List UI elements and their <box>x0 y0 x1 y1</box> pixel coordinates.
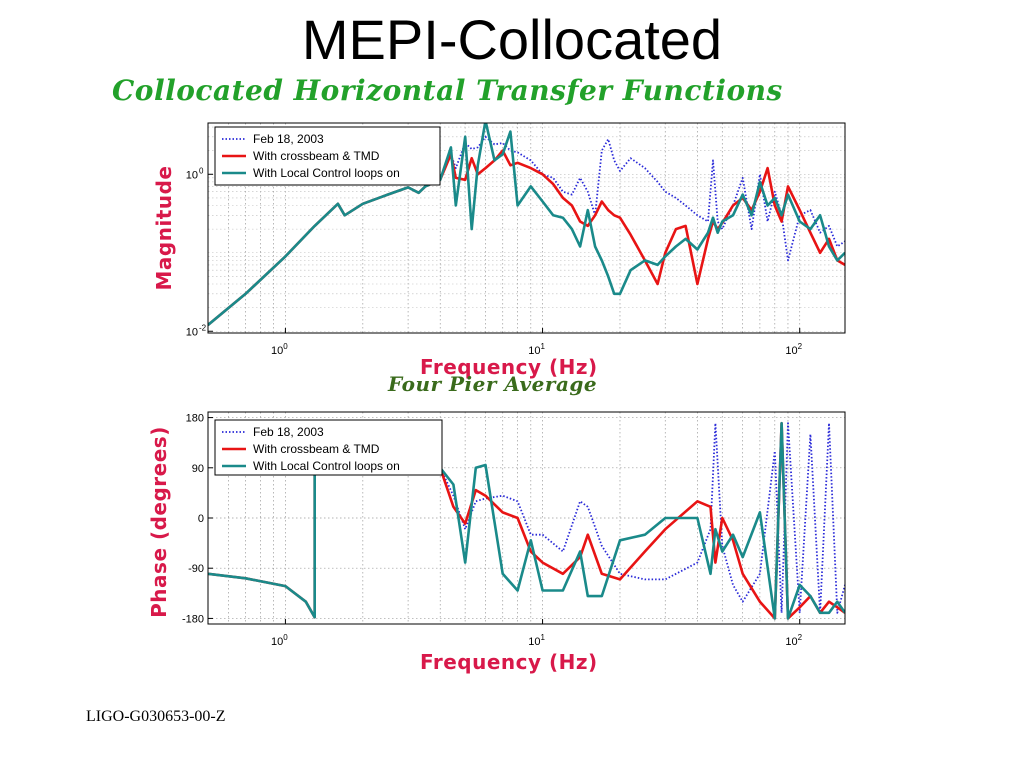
phase-legend-label-0: Feb 18, 2003 <box>253 425 324 439</box>
phase-y-tick-label: 180 <box>186 413 204 425</box>
mag-legend: Feb 18, 2003 With crossbeam & TMD With Loc… <box>214 126 441 186</box>
phase-legend-label-2: With Local Control loops on <box>253 459 400 473</box>
phase-y-tick-label: 90 <box>192 463 204 475</box>
mag-y-tick-label: 10 <box>186 169 198 181</box>
mag-y-tick-exponent: 0 <box>199 166 204 175</box>
document-id: LIGO-G030653-00-Z <box>86 708 226 725</box>
mag-y-tick-label: 10 <box>186 326 198 338</box>
magnitude-x-axis-label: Frequency (Hz) <box>420 355 598 379</box>
phase-legend-label-1: With crossbeam & TMD <box>253 442 380 456</box>
phase-axis-label: Phase (degrees) <box>147 426 171 618</box>
mag-grid <box>207 123 845 333</box>
slide-title: MEPI-Collocated <box>301 8 723 71</box>
phase-x-tick-label: 101 <box>528 633 545 648</box>
mag-legend-label-0: Feb 18, 2003 <box>253 132 324 146</box>
mag-series-2 <box>208 123 845 327</box>
phase-legend-box <box>214 419 443 476</box>
mag-x-tick-label: 100 <box>271 342 288 357</box>
mag-y-tick-exponent: -2 <box>199 323 207 332</box>
mag-legend-label-1: With crossbeam & TMD <box>253 149 380 163</box>
mag-legend-label-2: With Local Control loops on <box>253 166 400 180</box>
phase-y-tick-label: -180 <box>182 613 204 625</box>
phase-series-0 <box>208 422 845 619</box>
phase-x-axis-label: Frequency (Hz) <box>420 650 598 674</box>
phase-legend: Feb 18, 2003 With crossbeam & TMD With Loc… <box>214 419 443 476</box>
mag-x-tick-label: 102 <box>785 342 802 357</box>
mag-series-group <box>208 123 845 327</box>
magnitude-axis-label: Magnitude <box>152 165 176 291</box>
phase-x-tick-label: 102 <box>785 633 802 648</box>
chart-subtitle: Collocated Horizontal Transfer Functions <box>112 74 783 107</box>
phase-x-tick-label: 100 <box>271 633 288 648</box>
phase-y-tick-label: 0 <box>198 513 204 525</box>
four-pier-title: Four Pier Average <box>388 372 598 396</box>
mag-frame <box>207 122 846 334</box>
phase-chart: 100 101 102 180 90 0 -90 -180 Feb 18, 2003 With c… <box>182 411 846 648</box>
phase-y-tick-label: -90 <box>188 563 204 575</box>
mag-legend-box <box>214 126 441 186</box>
